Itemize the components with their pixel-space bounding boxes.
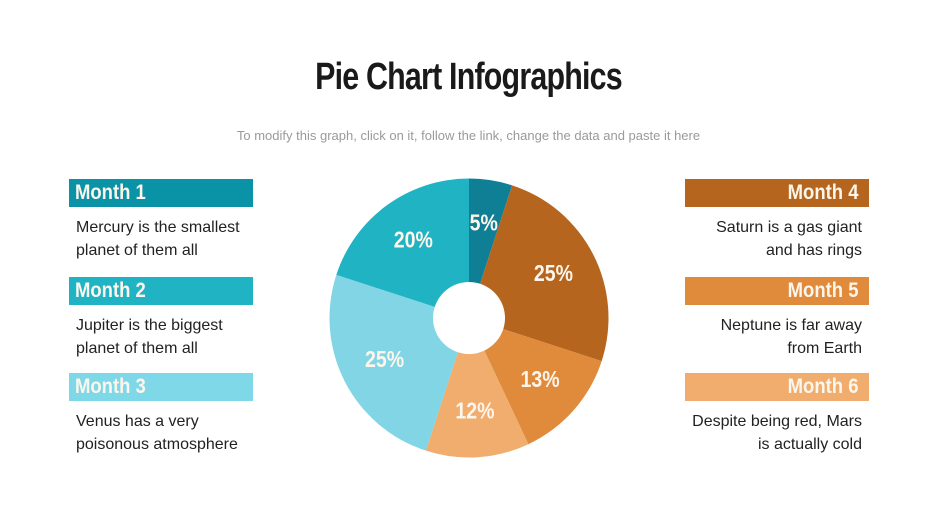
svg-text:5%: 5% [470, 210, 498, 236]
svg-text:20%: 20% [394, 227, 433, 253]
svg-text:12%: 12% [455, 398, 494, 424]
svg-text:25%: 25% [534, 261, 573, 287]
svg-text:13%: 13% [521, 366, 560, 392]
svg-text:25%: 25% [365, 347, 404, 373]
